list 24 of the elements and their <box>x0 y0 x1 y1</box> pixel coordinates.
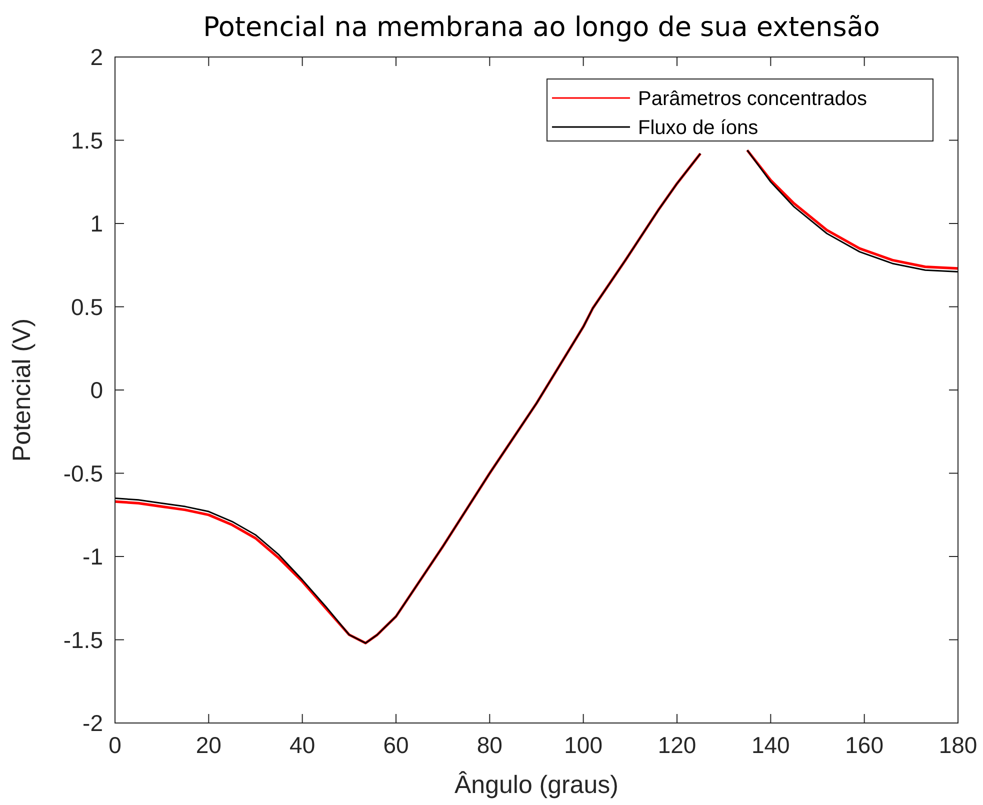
legend-label: Parâmetros concentrados <box>638 88 868 110</box>
y-axis-title: Potencial (V) <box>8 318 36 462</box>
x-tick-label: 160 <box>845 732 884 758</box>
y-tick-label: 2 <box>90 44 103 70</box>
y-tick-label: 1.5 <box>71 127 103 154</box>
y-tick-label: 0.5 <box>71 294 103 320</box>
x-tick-label: 40 <box>290 732 316 758</box>
x-axis-title: Ângulo (graus) <box>454 771 618 799</box>
y-tick-label: -2 <box>82 710 103 736</box>
y-tick-label: -1 <box>82 544 103 570</box>
y-tick-label: 1 <box>90 210 103 237</box>
x-tick-label: 120 <box>658 732 696 758</box>
y-tick-label: -0.5 <box>63 460 103 486</box>
x-tick-label: 80 <box>476 732 502 758</box>
x-tick-label: 60 <box>383 732 409 758</box>
chart-title: Potencial na membrana ao longo de sua extensão <box>203 12 880 43</box>
legend-label: Fluxo de íons <box>638 117 758 139</box>
y-tick-label: 0 <box>90 377 103 404</box>
y-tick-label: -1.5 <box>63 626 103 653</box>
x-tick-label: 100 <box>564 732 603 758</box>
x-tick-label: 20 <box>196 732 222 758</box>
x-tick-label: 0 <box>108 732 122 758</box>
x-tick-label: 180 <box>938 732 978 758</box>
x-tick-label: 140 <box>751 732 790 758</box>
